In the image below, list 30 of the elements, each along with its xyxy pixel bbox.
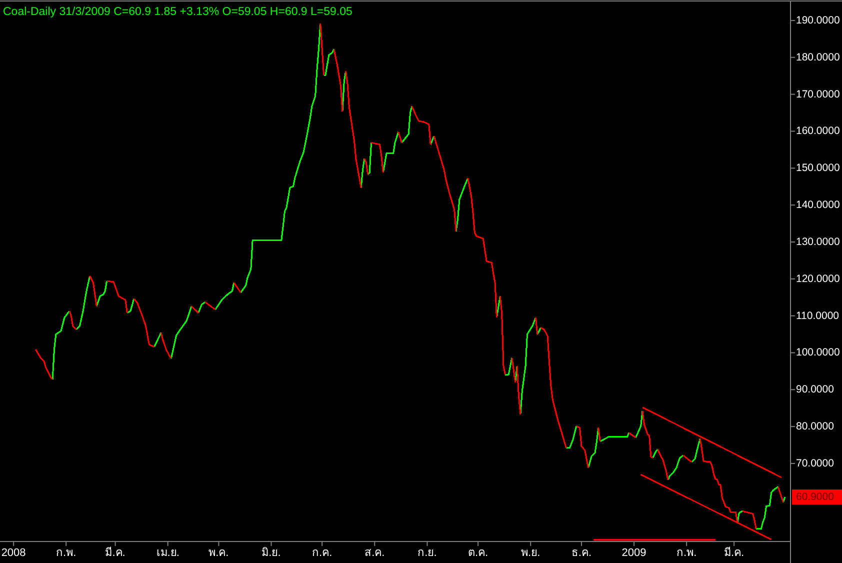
y-tick-label: 80.0000 <box>796 420 834 433</box>
y-tick-label: 170.0000 <box>796 88 840 100</box>
y-tick-label: 140.0000 <box>796 199 840 212</box>
x-tick-label: ก.พ. <box>56 547 76 559</box>
y-tick-label: 120.0000 <box>796 272 840 285</box>
x-tick-label: มี.ค. <box>724 547 744 559</box>
x-tick-label: พ.ย. <box>521 547 540 559</box>
x-tick-label: มิ.ย. <box>262 547 281 559</box>
x-tick-label: ส.ค. <box>364 547 385 559</box>
y-tick-label: 130.0000 <box>796 236 840 248</box>
x-tick-label: มี.ค. <box>105 547 126 559</box>
x-tick-label: ธ.ค. <box>571 547 592 559</box>
title: Coal-Daily 31/3/2009 C=60.9 1.85 +3.13% O=59.05 H=60.9 L=59.05 <box>3 6 352 18</box>
annotation: 60.9000 <box>792 490 842 505</box>
y-tick-label: 180.0000 <box>796 51 840 64</box>
y-tick-label: 160.0000 <box>796 125 840 138</box>
x-tick-label: 2008 <box>1 547 26 559</box>
x-tick-label: ก.ค. <box>312 547 332 559</box>
x-tick-label: ก.พ. <box>676 547 697 559</box>
x-tick-label: ก.ย. <box>418 547 437 559</box>
y-tick-label: 100.0000 <box>796 346 840 359</box>
y-tick-label: 70.0000 <box>796 457 834 470</box>
y-tick-label: 110.0000 <box>796 310 840 322</box>
y-tick-label: 190.0000 <box>796 14 840 26</box>
x-tick-label: 2009 <box>622 547 646 559</box>
y-tick-label: 150.0000 <box>796 162 840 174</box>
y-tick-label: 90.0000 <box>796 384 834 396</box>
x-tick-label: เม.ย. <box>156 547 180 559</box>
x-tick-label: ต.ค. <box>468 547 488 559</box>
x-tick-label: พ.ค. <box>208 547 229 559</box>
